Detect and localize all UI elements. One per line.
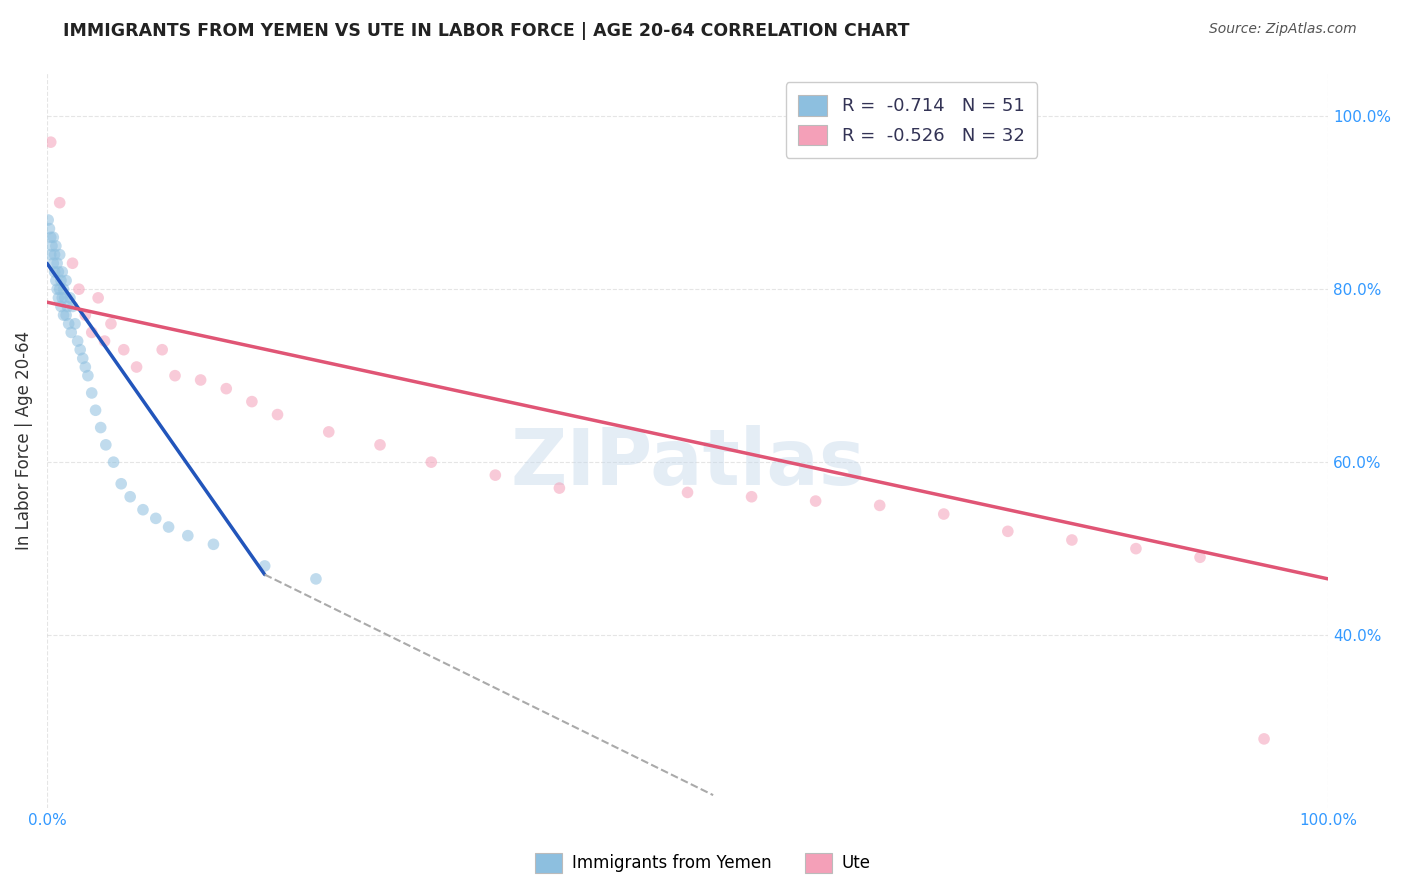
Point (52, 282, 75, 296)
Point (100, 317, 122, 331)
Point (676, 485, 699, 500)
Point (80, 386, 103, 401)
Point (177, 529, 200, 543)
Point (48, 265, 70, 279)
Point (869, 499, 891, 513)
Point (253, 558, 276, 573)
Point (202, 537, 225, 551)
Point (55, 274, 77, 288)
Point (215, 382, 238, 396)
Point (93, 334, 115, 348)
Point (41, 239, 63, 253)
Point (112, 343, 135, 357)
Point (266, 408, 288, 422)
Point (42, 256, 65, 270)
Point (1060, 533, 1083, 547)
Point (318, 425, 340, 439)
Point (90, 420, 112, 434)
Point (37, 213, 59, 227)
Point (45, 274, 67, 288)
Point (420, 455, 443, 469)
Point (66, 334, 89, 348)
Y-axis label: In Labor Force | Age 20-64: In Labor Force | Age 20-64 (15, 331, 32, 550)
Point (150, 343, 173, 357)
Point (53, 291, 76, 305)
Point (110, 476, 132, 491)
Point (484, 468, 506, 483)
Point (741, 490, 763, 504)
Point (120, 490, 142, 504)
Text: IMMIGRANTS FROM YEMEN VS UTE IN LABOR FORCE | AGE 20-64 CORRELATION CHART: IMMIGRANTS FROM YEMEN VS UTE IN LABOR FO… (63, 22, 910, 40)
Point (145, 511, 167, 525)
Point (56, 300, 79, 314)
Point (1125, 541, 1147, 556)
Point (55, 308, 77, 322)
Point (94, 438, 117, 452)
Point (75, 359, 97, 374)
Point (72, 351, 94, 366)
Point (997, 524, 1019, 539)
Point (157, 520, 180, 534)
Point (48, 195, 70, 210)
Point (45, 239, 67, 253)
Point (48, 247, 70, 261)
Text: ZIPatlas: ZIPatlas (510, 425, 865, 500)
Point (67, 282, 90, 296)
Point (46, 256, 69, 270)
Point (548, 481, 571, 495)
Point (62, 300, 84, 314)
Point (62, 256, 84, 270)
Point (69, 343, 91, 357)
Point (305, 572, 328, 586)
Point (44, 265, 66, 279)
Point (48, 282, 70, 296)
Point (59, 291, 82, 305)
Point (132, 502, 155, 516)
Point (63, 317, 86, 331)
Point (77, 368, 100, 383)
Point (49, 274, 72, 288)
Point (240, 394, 263, 409)
Point (190, 373, 212, 387)
Point (125, 359, 148, 374)
Point (80, 326, 103, 340)
Point (58, 317, 80, 331)
Point (932, 507, 955, 521)
Point (39, 230, 62, 244)
Point (46, 282, 69, 296)
Point (49, 300, 72, 314)
Text: Source: ZipAtlas.com: Source: ZipAtlas.com (1209, 22, 1357, 37)
Point (52, 308, 75, 322)
Point (804, 494, 827, 508)
Point (163, 368, 186, 383)
Legend: Immigrants from Yemen, Ute: Immigrants from Yemen, Ute (529, 847, 877, 880)
Point (42, 230, 65, 244)
Point (1253, 731, 1275, 746)
Point (39, 135, 62, 149)
Legend: R =  -0.714   N = 51, R =  -0.526   N = 32: R = -0.714 N = 51, R = -0.526 N = 32 (786, 82, 1038, 158)
Point (60, 326, 83, 340)
Point (48, 291, 70, 305)
Point (368, 438, 391, 452)
Point (44, 247, 66, 261)
Point (87, 291, 110, 305)
Point (84, 403, 107, 417)
Point (75, 308, 97, 322)
Point (39, 247, 62, 261)
Point (103, 455, 125, 469)
Point (38, 221, 60, 235)
Point (51, 291, 73, 305)
Point (51, 265, 73, 279)
Point (1188, 550, 1211, 565)
